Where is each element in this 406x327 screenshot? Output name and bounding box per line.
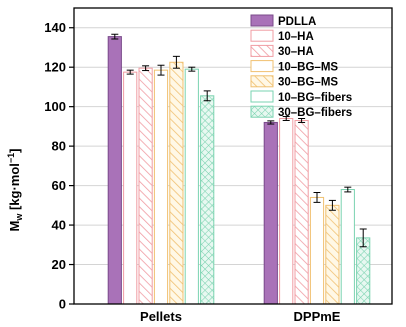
y-tick-label: 60 (52, 178, 66, 193)
bar (279, 118, 294, 305)
y-tick-label: 20 (52, 257, 66, 272)
y-tick-label: 120 (44, 60, 66, 75)
legend-label: 30–BG–MS (278, 77, 338, 89)
bar (325, 204, 340, 305)
y-tick-label: 100 (44, 99, 66, 114)
plot-frame (73, 7, 393, 305)
bar (294, 119, 309, 305)
legend-label: 30–HA (278, 46, 314, 58)
bar (169, 61, 184, 305)
legend-swatch (250, 105, 274, 118)
axes-group: 0 20 40 60 80 100 120 140 Pellets DPPmE (44, 7, 393, 324)
bar (200, 95, 215, 305)
bar (123, 71, 138, 305)
legend-label: 10–BG–fibers (278, 92, 352, 104)
legend: PDLLA 10–HA 30–HA 10–BG–MS 30–BG–MS 10–BG–fib… (250, 14, 352, 119)
x-tick-label: Pellets (140, 309, 182, 324)
legend-label: 30–BG–fibers (278, 107, 352, 119)
bar (356, 237, 371, 305)
legend-label: 10–HA (278, 31, 314, 43)
legend-swatch (250, 44, 274, 57)
legend-swatch (250, 14, 274, 27)
legend-swatch (250, 60, 274, 73)
legend-label: 10–BG–MS (278, 61, 338, 73)
y-tick-label: 40 (52, 218, 66, 233)
bar (340, 189, 355, 305)
bar (107, 36, 122, 305)
legend-label: PDLLA (278, 16, 316, 28)
y-tick-label: 80 (52, 139, 66, 154)
y-tick-label: 0 (59, 297, 66, 312)
bar (138, 67, 153, 305)
legend-swatch (250, 90, 274, 103)
bar (263, 121, 278, 305)
y-tick-label: 140 (44, 20, 66, 35)
bar (153, 69, 169, 305)
x-tick-label: DPPmE (294, 309, 341, 324)
error-bars-group (111, 33, 367, 248)
bar (184, 68, 199, 305)
y-axis-label: Mw [kg·mol−1] (6, 148, 24, 231)
bar (309, 196, 325, 305)
legend-swatch (250, 75, 274, 88)
legend-swatch (250, 29, 274, 42)
